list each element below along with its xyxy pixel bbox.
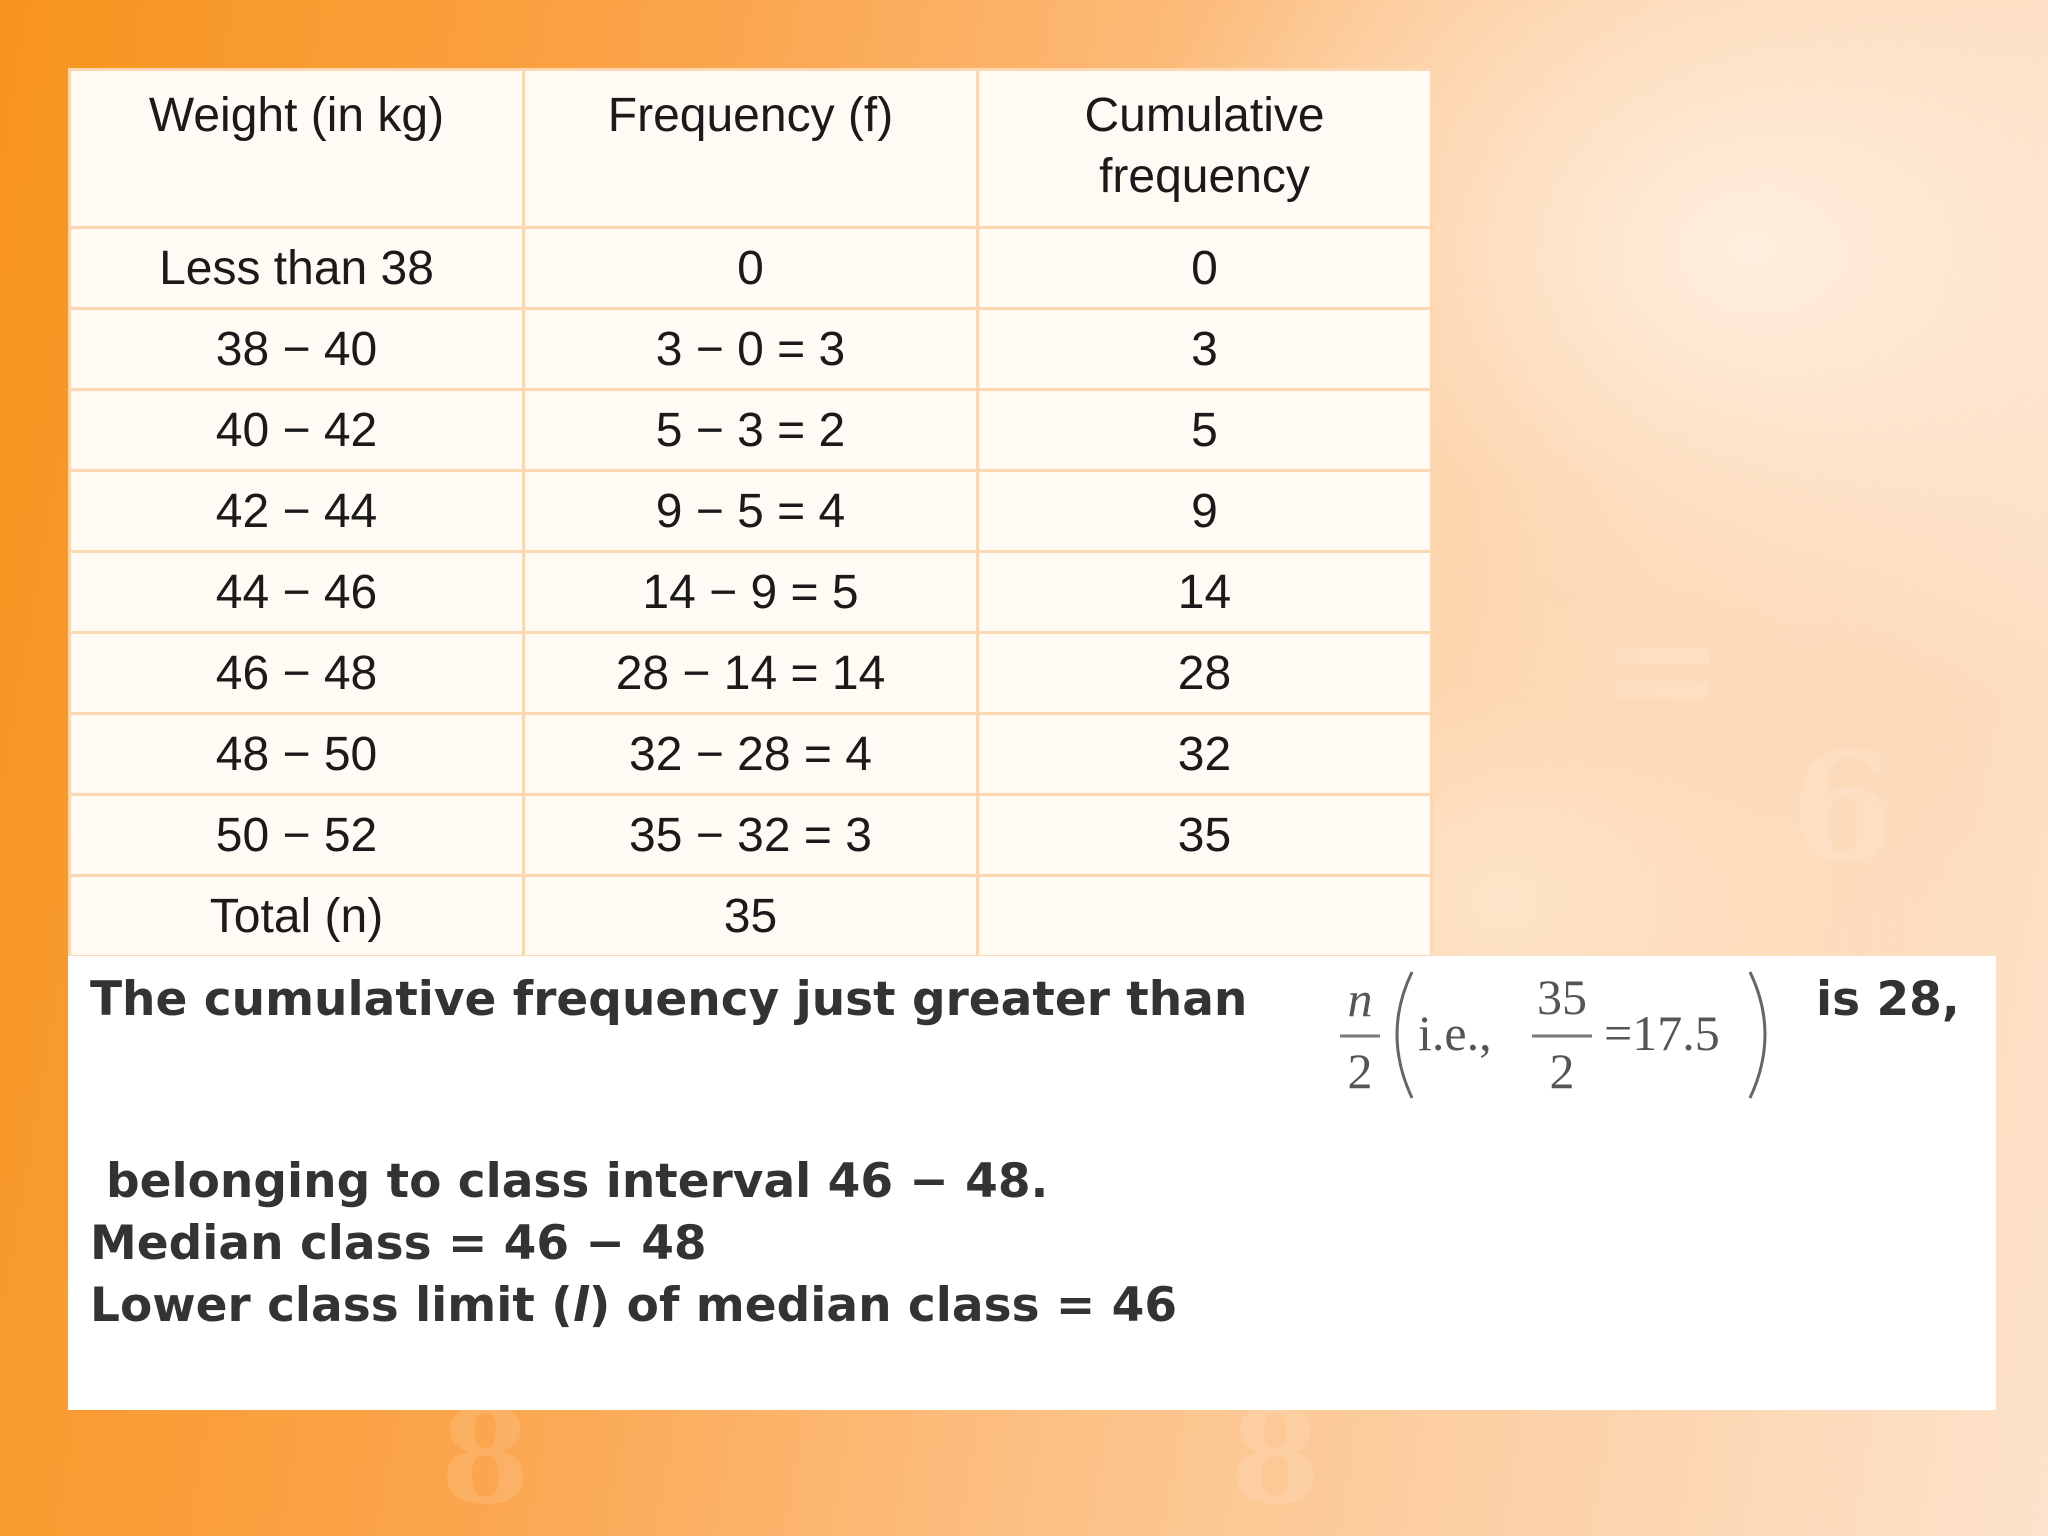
table-cell-frequency: 32 − 28 = 4 bbox=[522, 712, 979, 796]
table-cell-weight: 50 − 52 bbox=[68, 793, 525, 877]
table-row: 40 − 42 5 − 3 = 2 5 bbox=[68, 388, 1433, 472]
background-digit-decoration: 6 bbox=[1790, 720, 1895, 896]
table-cell-frequency: 14 − 9 = 5 bbox=[522, 550, 979, 634]
formula-n-numerator: n bbox=[1348, 971, 1373, 1027]
explanation-line-1-end: is 28, bbox=[1816, 972, 1960, 1027]
table-row: 42 − 44 9 − 5 = 4 9 bbox=[68, 469, 1433, 553]
table-cell-weight: 48 − 50 bbox=[68, 712, 525, 796]
table-row: Less than 38 0 0 bbox=[68, 226, 1433, 310]
formula-ie-label: i.e., bbox=[1418, 1005, 1492, 1061]
table-row: 46 − 48 28 − 14 = 14 28 bbox=[68, 631, 1433, 715]
table-cell-cumulative: 32 bbox=[976, 712, 1433, 796]
table-total-row: Total (n) 35 bbox=[68, 874, 1433, 958]
table-row: 38 − 40 3 − 0 = 3 3 bbox=[68, 307, 1433, 391]
table-cell-frequency: 0 bbox=[522, 226, 979, 310]
formula-n-denominator: 2 bbox=[1348, 1043, 1373, 1099]
table-cell-frequency: 9 − 5 = 4 bbox=[522, 469, 979, 553]
table-cell-weight: 40 − 42 bbox=[68, 388, 525, 472]
table-cell-empty bbox=[976, 874, 1433, 958]
frequency-table-container: Weight (in kg) Frequency (f) Cumulative … bbox=[68, 68, 1433, 958]
formula-right-paren bbox=[1748, 971, 1767, 1099]
formula-left-paren bbox=[1395, 971, 1414, 1099]
cumulative-frequency-table: Weight (in kg) Frequency (f) Cumulative … bbox=[68, 68, 1433, 958]
column-header-weight: Weight (in kg) bbox=[68, 68, 525, 229]
table-cell-frequency: 35 − 32 = 3 bbox=[522, 793, 979, 877]
table-cell-weight: 42 − 44 bbox=[68, 469, 525, 553]
column-header-cumulative-frequency: Cumulative frequency bbox=[976, 68, 1433, 229]
lower-limit-text-end: ) of median class = 46 bbox=[588, 1278, 1178, 1333]
table-cell-frequency: 5 − 3 = 2 bbox=[522, 388, 979, 472]
formula-result: =17.5 bbox=[1604, 1005, 1720, 1061]
column-header-frequency: Frequency (f) bbox=[522, 68, 979, 229]
table-cell-cumulative: 35 bbox=[976, 793, 1433, 877]
lower-limit-text-start: Lower class limit ( bbox=[90, 1278, 573, 1333]
table-cell-weight: Less than 38 bbox=[68, 226, 525, 310]
table-cell-weight: 38 − 40 bbox=[68, 307, 525, 391]
explanation-box: The cumulative frequency just greater th… bbox=[68, 956, 1996, 1410]
table-cell-total-label: Total (n) bbox=[68, 874, 525, 958]
background-equals-decoration: = bbox=[1600, 580, 1726, 756]
table-cell-frequency: 28 − 14 = 14 bbox=[522, 631, 979, 715]
explanation-line-2: belonging to class interval 46 − 48. bbox=[106, 1154, 1049, 1209]
formula-35-numerator: 35 bbox=[1537, 969, 1587, 1025]
table-row: 44 − 46 14 − 9 = 5 14 bbox=[68, 550, 1433, 634]
table-cell-total-value: 35 bbox=[522, 874, 979, 958]
table-header-row: Weight (in kg) Frequency (f) Cumulative … bbox=[68, 68, 1433, 229]
table-row: 48 − 50 32 − 28 = 4 32 bbox=[68, 712, 1433, 796]
table-cell-cumulative: 14 bbox=[976, 550, 1433, 634]
lower-class-limit-statement: Lower class limit (l) of median class = … bbox=[90, 1278, 1177, 1333]
lower-limit-variable: l bbox=[572, 1278, 589, 1333]
table-row: 50 − 52 35 − 32 = 3 35 bbox=[68, 793, 1433, 877]
table-cell-weight: 44 − 46 bbox=[68, 550, 525, 634]
median-class-statement: Median class = 46 − 48 bbox=[90, 1216, 707, 1271]
formula-2-denominator: 2 bbox=[1550, 1043, 1575, 1099]
table-cell-weight: 46 − 48 bbox=[68, 631, 525, 715]
median-position-formula: n 2 i.e., 35 2 =17.5 bbox=[1340, 969, 1767, 1099]
table-cell-cumulative: 3 bbox=[976, 307, 1433, 391]
table-cell-cumulative: 5 bbox=[976, 388, 1433, 472]
explanation-line-1-start: The cumulative frequency just greater th… bbox=[90, 972, 1248, 1027]
table-cell-frequency: 3 − 0 = 3 bbox=[522, 307, 979, 391]
table-cell-cumulative: 0 bbox=[976, 226, 1433, 310]
table-cell-cumulative: 9 bbox=[976, 469, 1433, 553]
table-cell-cumulative: 28 bbox=[976, 631, 1433, 715]
